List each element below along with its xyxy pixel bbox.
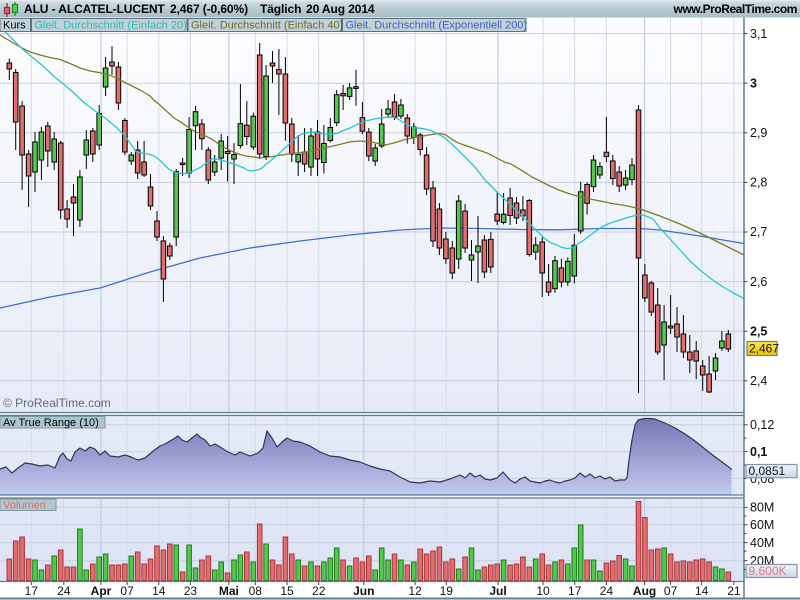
svg-text:17: 17: [25, 584, 39, 598]
svg-text:0,1: 0,1: [750, 445, 767, 459]
svg-text:Apr: Apr: [91, 584, 112, 598]
svg-text:21: 21: [727, 584, 741, 598]
svg-text:80M: 80M: [750, 501, 774, 515]
svg-text:23: 23: [184, 584, 198, 598]
svg-text:60M: 60M: [750, 518, 774, 532]
svg-text:19: 19: [440, 584, 454, 598]
svg-text:Gleit. Durchschnitt (Exponenti: Gleit. Durchschnitt (Exponentiell 200): [346, 20, 528, 32]
svg-text:15: 15: [280, 584, 294, 598]
svg-text:2,7: 2,7: [750, 225, 767, 239]
svg-text:3: 3: [750, 76, 757, 90]
svg-text:3,1: 3,1: [750, 27, 767, 41]
svg-text:14: 14: [152, 584, 166, 598]
svg-text:Gleit. Durchschnitt (Einfach 2: Gleit. Durchschnitt (Einfach 20): [35, 20, 187, 32]
svg-text:Volumen: Volumen: [3, 499, 46, 511]
svg-text:9.600K: 9.600K: [749, 564, 787, 578]
svg-text:ALU - ALCATEL-LUCENT: ALU - ALCATEL-LUCENT: [24, 2, 165, 16]
svg-text:07: 07: [664, 584, 678, 598]
svg-text:2,467 (-0,60%): 2,467 (-0,60%): [170, 2, 248, 16]
svg-text:22: 22: [312, 584, 326, 598]
svg-text:08: 08: [249, 584, 263, 598]
svg-text:2,5: 2,5: [750, 324, 767, 338]
svg-text:0,12: 0,12: [750, 418, 774, 432]
svg-text:2,8: 2,8: [750, 176, 767, 190]
svg-text:Av True Range (10): Av True Range (10): [3, 417, 99, 429]
svg-text:24: 24: [57, 584, 71, 598]
svg-text:20 Aug 2014: 20 Aug 2014: [306, 2, 375, 16]
svg-text:2,9: 2,9: [750, 126, 767, 140]
svg-text:0,0851: 0,0851: [749, 464, 786, 478]
svg-text:© ProRealTime.com: © ProRealTime.com: [3, 396, 111, 410]
svg-text:12: 12: [408, 584, 422, 598]
svg-text:2,467: 2,467: [749, 342, 779, 356]
svg-text:Gleit. Durchschnitt (Einfach 4: Gleit. Durchschnitt (Einfach 40): [191, 20, 343, 32]
svg-text:www.ProRealTime.com: www.ProRealTime.com: [673, 2, 798, 16]
svg-text:Kurs: Kurs: [3, 20, 26, 32]
svg-text:17: 17: [568, 584, 582, 598]
svg-text:Jun: Jun: [353, 584, 374, 598]
svg-text:24: 24: [600, 584, 614, 598]
svg-text:Aug: Aug: [633, 584, 656, 598]
svg-text:40M: 40M: [750, 536, 774, 550]
svg-text:10: 10: [536, 584, 550, 598]
svg-text:Jul: Jul: [489, 584, 506, 598]
svg-text:2,4: 2,4: [750, 374, 767, 388]
svg-text:2,6: 2,6: [750, 275, 767, 289]
svg-text:Täglich: Täglich: [260, 2, 301, 16]
svg-text:Mai: Mai: [219, 584, 239, 598]
svg-text:07: 07: [120, 584, 134, 598]
svg-text:14: 14: [695, 584, 709, 598]
